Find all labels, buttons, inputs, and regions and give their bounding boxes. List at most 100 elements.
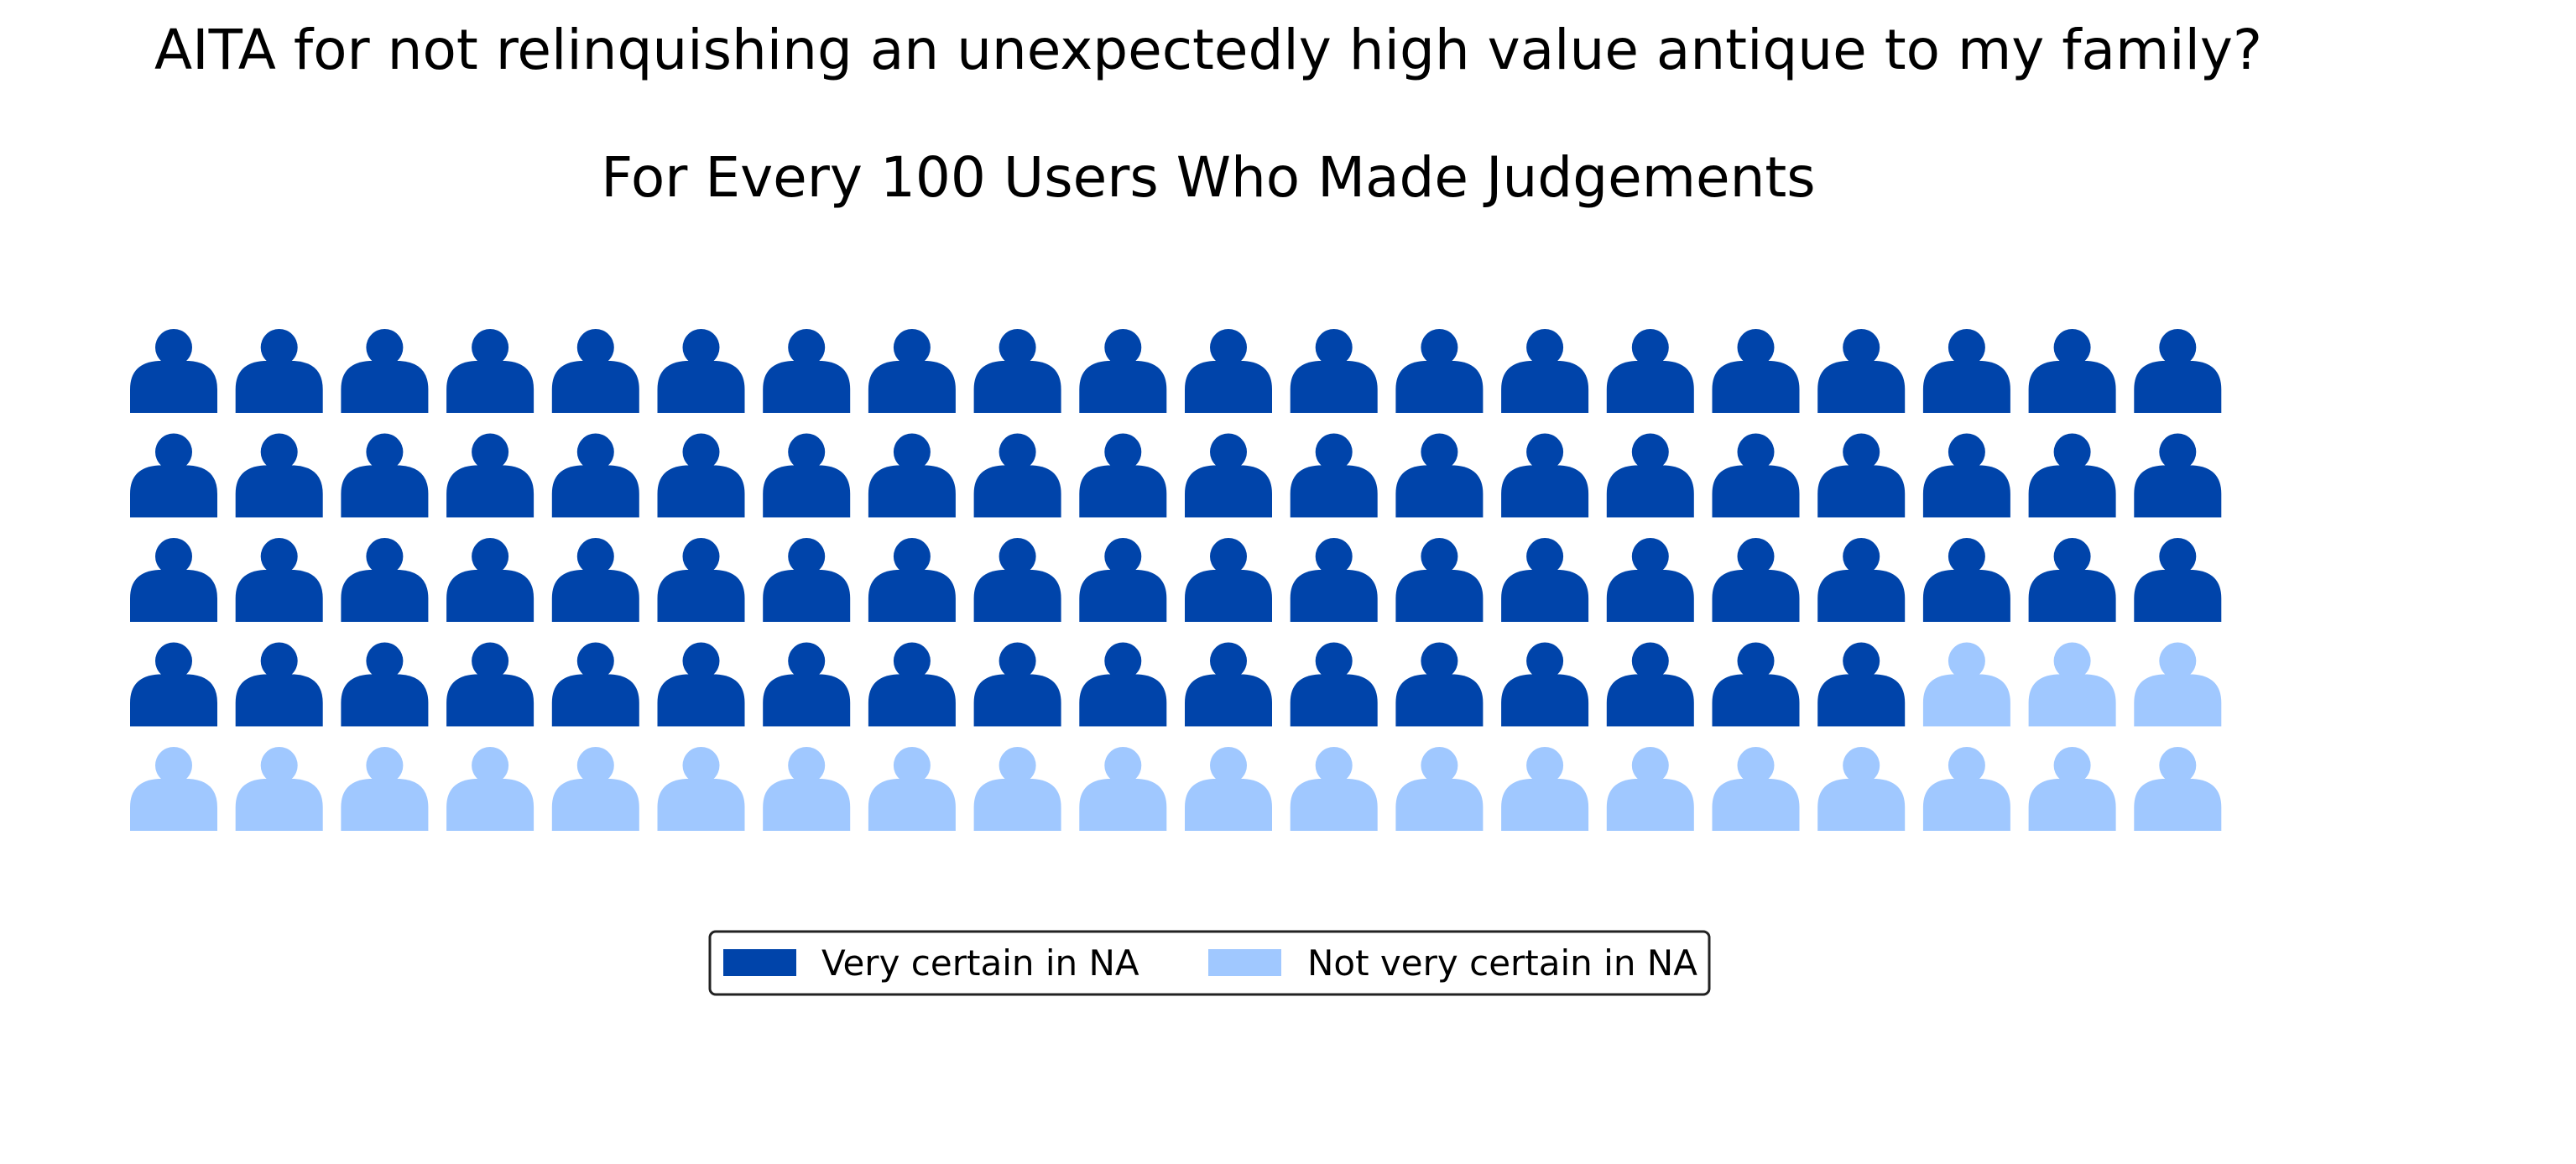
person-icon bbox=[1290, 538, 1378, 622]
person-icon bbox=[446, 642, 534, 727]
person-icon bbox=[973, 329, 1061, 413]
person-icon bbox=[1395, 538, 1484, 622]
person-icon bbox=[868, 642, 956, 727]
person-icon bbox=[1606, 329, 1694, 413]
person-icon bbox=[1606, 538, 1694, 622]
person-icon bbox=[446, 329, 534, 413]
person-icon bbox=[1606, 642, 1694, 727]
person-icon bbox=[973, 538, 1061, 622]
person-icon bbox=[2028, 747, 2116, 831]
chart-subtitle: For Every 100 Users Who Made Judgements bbox=[601, 145, 1815, 210]
person-icon bbox=[1817, 329, 1906, 413]
person-icon bbox=[130, 538, 217, 622]
person-icon bbox=[2028, 329, 2116, 413]
person-icon bbox=[341, 538, 429, 622]
person-icon bbox=[1079, 642, 1167, 727]
person-icon bbox=[130, 747, 217, 831]
person-icon bbox=[235, 433, 323, 518]
person-icon bbox=[868, 329, 956, 413]
person-icon bbox=[551, 433, 639, 518]
person-icon bbox=[657, 747, 745, 831]
person-icon bbox=[1817, 538, 1906, 622]
person-icon bbox=[973, 642, 1061, 727]
person-icon bbox=[1290, 747, 1378, 831]
person-icon bbox=[1817, 433, 1906, 518]
person-icon bbox=[2028, 642, 2116, 727]
person-icon bbox=[446, 433, 534, 518]
person-icon bbox=[1922, 433, 2010, 518]
person-icon bbox=[1185, 433, 1272, 518]
person-icon bbox=[1817, 747, 1906, 831]
person-icon bbox=[657, 538, 745, 622]
person-icon bbox=[1606, 747, 1694, 831]
person-icon bbox=[235, 747, 323, 831]
person-icon bbox=[657, 433, 745, 518]
person-icon bbox=[657, 642, 745, 727]
person-icon bbox=[973, 747, 1061, 831]
legend: Very certain in NA Not very certain in N… bbox=[708, 930, 1711, 996]
person-icon bbox=[868, 433, 956, 518]
person-icon bbox=[1079, 747, 1167, 831]
person-icon bbox=[130, 642, 217, 727]
person-icon bbox=[1606, 433, 1694, 518]
person-icon bbox=[763, 329, 851, 413]
person-icon bbox=[1501, 642, 1589, 727]
person-icon bbox=[1712, 747, 1800, 831]
person-icon bbox=[341, 747, 429, 831]
person-icon bbox=[446, 538, 534, 622]
person-icon bbox=[657, 329, 745, 413]
chart-title: AITA for not relinquishing an unexpected… bbox=[154, 18, 2262, 82]
person-icon bbox=[1290, 642, 1378, 727]
person-icon bbox=[2134, 538, 2222, 622]
person-icon bbox=[2134, 433, 2222, 518]
legend-swatch-not-very-certain bbox=[1208, 949, 1281, 976]
legend-swatch-very-certain bbox=[723, 949, 796, 976]
person-icon bbox=[235, 329, 323, 413]
person-icon bbox=[1290, 433, 1378, 518]
person-icon bbox=[1185, 538, 1272, 622]
person-icon bbox=[551, 329, 639, 413]
person-icon bbox=[1501, 433, 1589, 518]
person-icon bbox=[763, 433, 851, 518]
person-icon bbox=[551, 642, 639, 727]
person-icon bbox=[2028, 538, 2116, 622]
person-icon bbox=[763, 538, 851, 622]
person-icon bbox=[1395, 329, 1484, 413]
person-icon bbox=[130, 433, 217, 518]
person-icon bbox=[763, 747, 851, 831]
person-icon bbox=[1395, 747, 1484, 831]
person-icon bbox=[235, 538, 323, 622]
person-icon bbox=[2134, 642, 2222, 727]
person-icon bbox=[1395, 642, 1484, 727]
person-icon bbox=[2028, 433, 2116, 518]
person-icon bbox=[551, 538, 639, 622]
person-icon bbox=[446, 747, 534, 831]
person-icon bbox=[551, 747, 639, 831]
person-icon bbox=[1712, 329, 1800, 413]
person-icon bbox=[1290, 329, 1378, 413]
person-icon bbox=[341, 642, 429, 727]
person-icon bbox=[341, 433, 429, 518]
person-icon bbox=[130, 329, 217, 413]
person-icon bbox=[1501, 747, 1589, 831]
person-icon bbox=[1922, 642, 2010, 727]
person-icon bbox=[868, 538, 956, 622]
pictogram-grid bbox=[130, 329, 2222, 831]
person-icon bbox=[1185, 329, 1272, 413]
legend-label-not-very-certain: Not very certain in NA bbox=[1307, 942, 1697, 984]
legend-label-very-certain: Very certain in NA bbox=[821, 942, 1139, 984]
person-icon bbox=[1922, 747, 2010, 831]
person-icon bbox=[2134, 747, 2222, 831]
person-icon bbox=[1712, 538, 1800, 622]
person-icon bbox=[1922, 329, 2010, 413]
person-icon bbox=[1395, 433, 1484, 518]
person-icon bbox=[1712, 433, 1800, 518]
person-icon bbox=[235, 642, 323, 727]
person-icon bbox=[1817, 642, 1906, 727]
person-icon bbox=[1185, 747, 1272, 831]
person-icon bbox=[1079, 433, 1167, 518]
person-icon bbox=[1922, 538, 2010, 622]
person-icon bbox=[1079, 329, 1167, 413]
person-icon bbox=[1079, 538, 1167, 622]
